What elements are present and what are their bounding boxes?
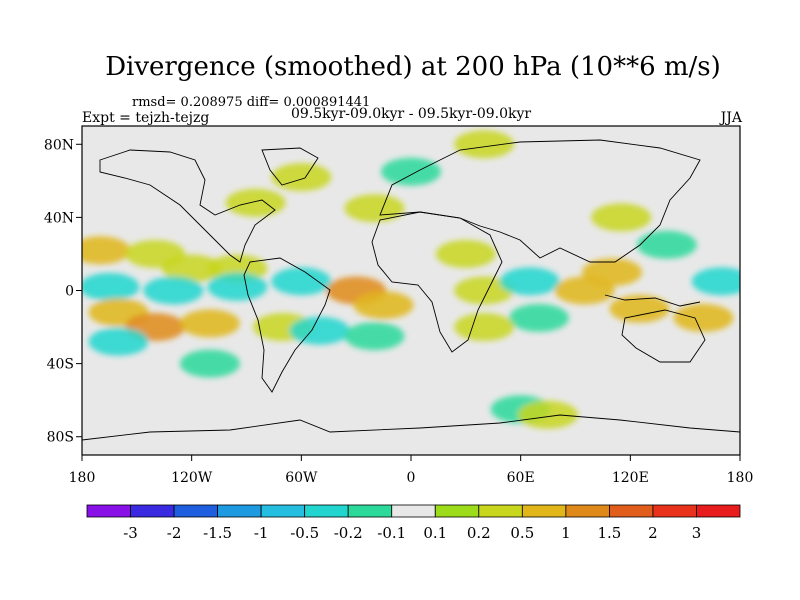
field-anomaly-19 <box>271 163 332 192</box>
colorbar-label: -3 <box>123 524 138 542</box>
field-anomaly-23 <box>435 239 496 268</box>
field-anomaly-26 <box>508 303 569 332</box>
stats-label: rmsd= 0.208975 diff= 0.000891441 <box>132 95 371 110</box>
colorbar-swatch <box>696 504 741 518</box>
period-label: 09.5kyr-09.0kyr - 09.5kyr-09.0kyr <box>291 106 532 122</box>
field-anomaly-20 <box>344 194 405 223</box>
colorbar-label: -0.2 <box>334 524 363 542</box>
field-anomaly-4 <box>82 272 140 301</box>
y-tick-label: 80N <box>44 137 74 153</box>
x-tick-label: 180 <box>69 470 96 486</box>
field-anomaly-7 <box>271 267 332 296</box>
x-tick-label: 60W <box>285 470 318 486</box>
field-anomaly-9 <box>353 291 414 320</box>
field-anomaly-12 <box>179 309 240 338</box>
coast-antarctica <box>82 414 740 441</box>
field-anomaly-16 <box>88 327 149 356</box>
field-anomaly-5 <box>143 276 204 305</box>
colorbar-swatch <box>652 504 697 518</box>
y-tick-label: 40S <box>47 357 74 373</box>
field-anomaly-36 <box>518 400 579 429</box>
colorbar-swatch <box>217 504 262 518</box>
field-anomaly-30 <box>609 294 670 323</box>
field-anomaly-32 <box>691 267 740 296</box>
colorbar-swatch <box>521 504 567 518</box>
field-anomaly-22 <box>454 130 515 159</box>
field-anomaly-24 <box>454 276 515 305</box>
season-label: JJA <box>720 110 742 126</box>
colorbar-swatch <box>130 504 175 518</box>
colorbar-swatch <box>347 504 393 518</box>
colorbar-label: 0.2 <box>467 524 491 542</box>
colorbar-swatch <box>260 504 306 518</box>
colorbar-swatch <box>565 504 610 518</box>
field-anomaly-14 <box>289 316 350 345</box>
coast-north-america <box>99 149 276 263</box>
x-tick-label: 120E <box>612 470 649 486</box>
field-anomaly-33 <box>636 230 697 259</box>
colorbar-swatch <box>304 504 349 518</box>
x-tick-label: 120W <box>171 470 213 486</box>
x-tick-label: 180 <box>727 470 754 486</box>
colorbar-label: 1 <box>561 524 571 542</box>
y-tick-label: 80S <box>47 430 74 446</box>
colorbar-label: -1 <box>254 524 269 542</box>
field-anomaly-21 <box>381 157 441 186</box>
coastlines <box>82 139 740 441</box>
colorbar-label: -2 <box>167 524 182 542</box>
y-tick-label: 40N <box>44 210 74 226</box>
field-anomaly-15 <box>344 322 405 351</box>
colorbar-label: -0.5 <box>290 524 319 542</box>
colorbar-label: 1.5 <box>597 524 621 542</box>
field-anomaly-6 <box>207 272 268 301</box>
coast-indonesia <box>604 294 701 307</box>
coast-greenland <box>261 147 319 186</box>
field-anomaly-18 <box>225 188 286 217</box>
field-anomaly-2 <box>161 254 222 283</box>
coast-africa <box>371 211 503 353</box>
colorbar-label: -1.5 <box>203 524 232 542</box>
field-anomaly-25 <box>499 267 560 296</box>
chart-title: Divergence (smoothed) at 200 hPa (10**6 … <box>105 52 721 82</box>
coast-australia <box>621 309 706 363</box>
field-anomaly-0 <box>82 236 131 265</box>
x-tick-label: 0 <box>407 470 416 486</box>
colorbar-label: 3 <box>692 524 702 542</box>
x-tick-label: 60E <box>507 470 535 486</box>
field-anomaly-17 <box>179 349 240 378</box>
colorbar-swatch <box>86 504 131 518</box>
colorbar-swatch <box>434 504 480 518</box>
colorbar-swatch <box>391 504 436 518</box>
colorbar-swatch <box>609 504 654 518</box>
coast-south-america <box>243 257 331 393</box>
field-anomaly-31 <box>673 303 734 332</box>
colorbar-label: 2 <box>648 524 658 542</box>
field-anomaly-27 <box>454 313 515 342</box>
colorbar-label: 0.1 <box>423 524 447 542</box>
colorbar-swatch <box>478 504 523 518</box>
y-tick-label: 0 <box>65 284 74 300</box>
field-anomaly-34 <box>591 203 652 232</box>
experiment-label: Expt = tejzh-tejzg <box>82 110 210 126</box>
colorbar-label: -0.1 <box>377 524 406 542</box>
coast-eurasia <box>379 139 701 263</box>
colorbar-swatch <box>173 504 218 518</box>
field-anomaly-29 <box>582 258 643 287</box>
colorbar-label: 0.5 <box>510 524 534 542</box>
